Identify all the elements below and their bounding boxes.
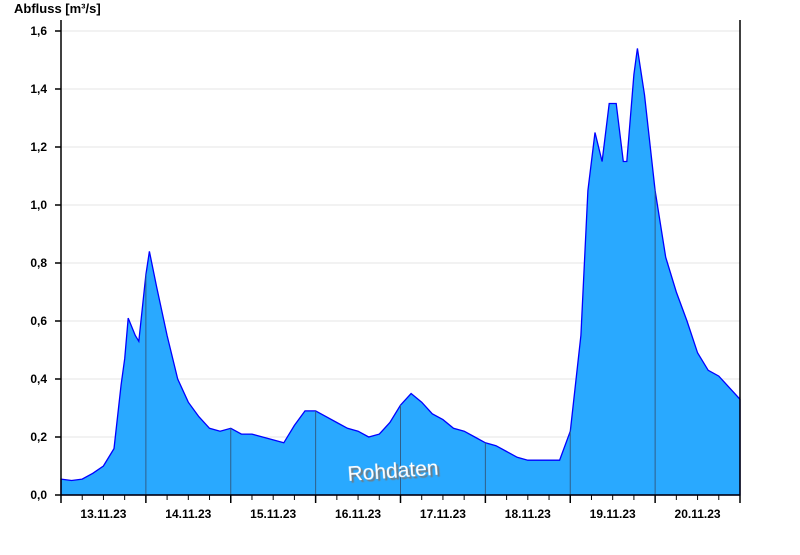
x-tick-label: 14.11.23	[165, 507, 211, 521]
y-tick-label: 1,4	[30, 82, 47, 96]
x-tick-label: 18.11.23	[505, 507, 551, 521]
x-tick-label: 20.11.23	[675, 507, 721, 521]
y-tick-label: 0,2	[30, 430, 47, 444]
y-tick-label: 0,4	[30, 372, 47, 386]
y-tick-label: 1,0	[30, 198, 47, 212]
y-tick-label: 0,6	[30, 314, 47, 328]
y-ticks: 0,0 0,2 0,4 0,6 0,8 1,0 1,2 1,4 1,6	[30, 24, 61, 502]
x-tick-label: 15.11.23	[250, 507, 296, 521]
x-tick-label: 13.11.23	[80, 507, 126, 521]
y-tick-label: 1,6	[30, 24, 47, 38]
y-tick-label: 1,2	[30, 140, 47, 154]
x-tick-label: 17.11.23	[420, 507, 466, 521]
x-ticks: 13.11.23 14.11.23 15.11.23 16.11.23 17.11.23…	[60, 495, 741, 521]
y-tick-label: 0,0	[30, 488, 47, 502]
y-tick-label: 0,8	[30, 256, 47, 270]
x-tick-label: 19.11.23	[590, 507, 636, 521]
y-axis-label: Abfluss [m³/s]	[14, 1, 101, 16]
x-tick-label: 16.11.23	[335, 507, 381, 521]
